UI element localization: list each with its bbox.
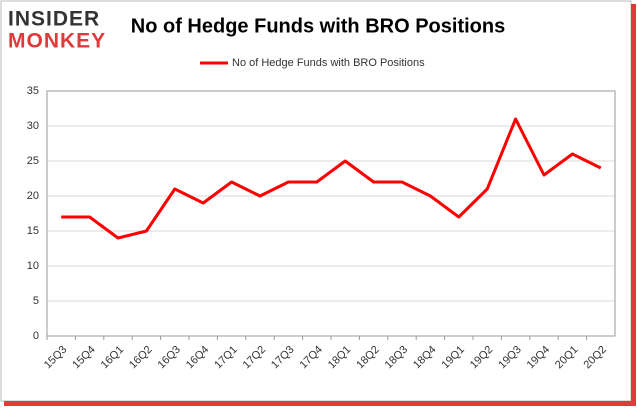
logo-bottom: MONKEY [8,30,106,53]
legend-label: No of Hedge Funds with BRO Positions [232,57,425,69]
frame-shadow [4,401,633,406]
line-series [61,117,602,240]
frame-shadow [631,4,636,406]
y-tick-label: 15 [27,225,39,237]
y-tick-label: 0 [33,330,39,342]
y-tick-label: 30 [27,120,39,132]
y-tick-label: 20 [27,190,39,202]
y-tick-label: 10 [27,260,39,272]
frame [0,0,632,402]
y-tick-label: 35 [27,85,39,97]
y-tick-label: 5 [33,295,39,307]
y-tick-label: 25 [27,155,39,167]
logo-top: INSIDER [8,8,100,31]
chart-title: No of Hedge Funds with BRO Positions [131,15,505,37]
